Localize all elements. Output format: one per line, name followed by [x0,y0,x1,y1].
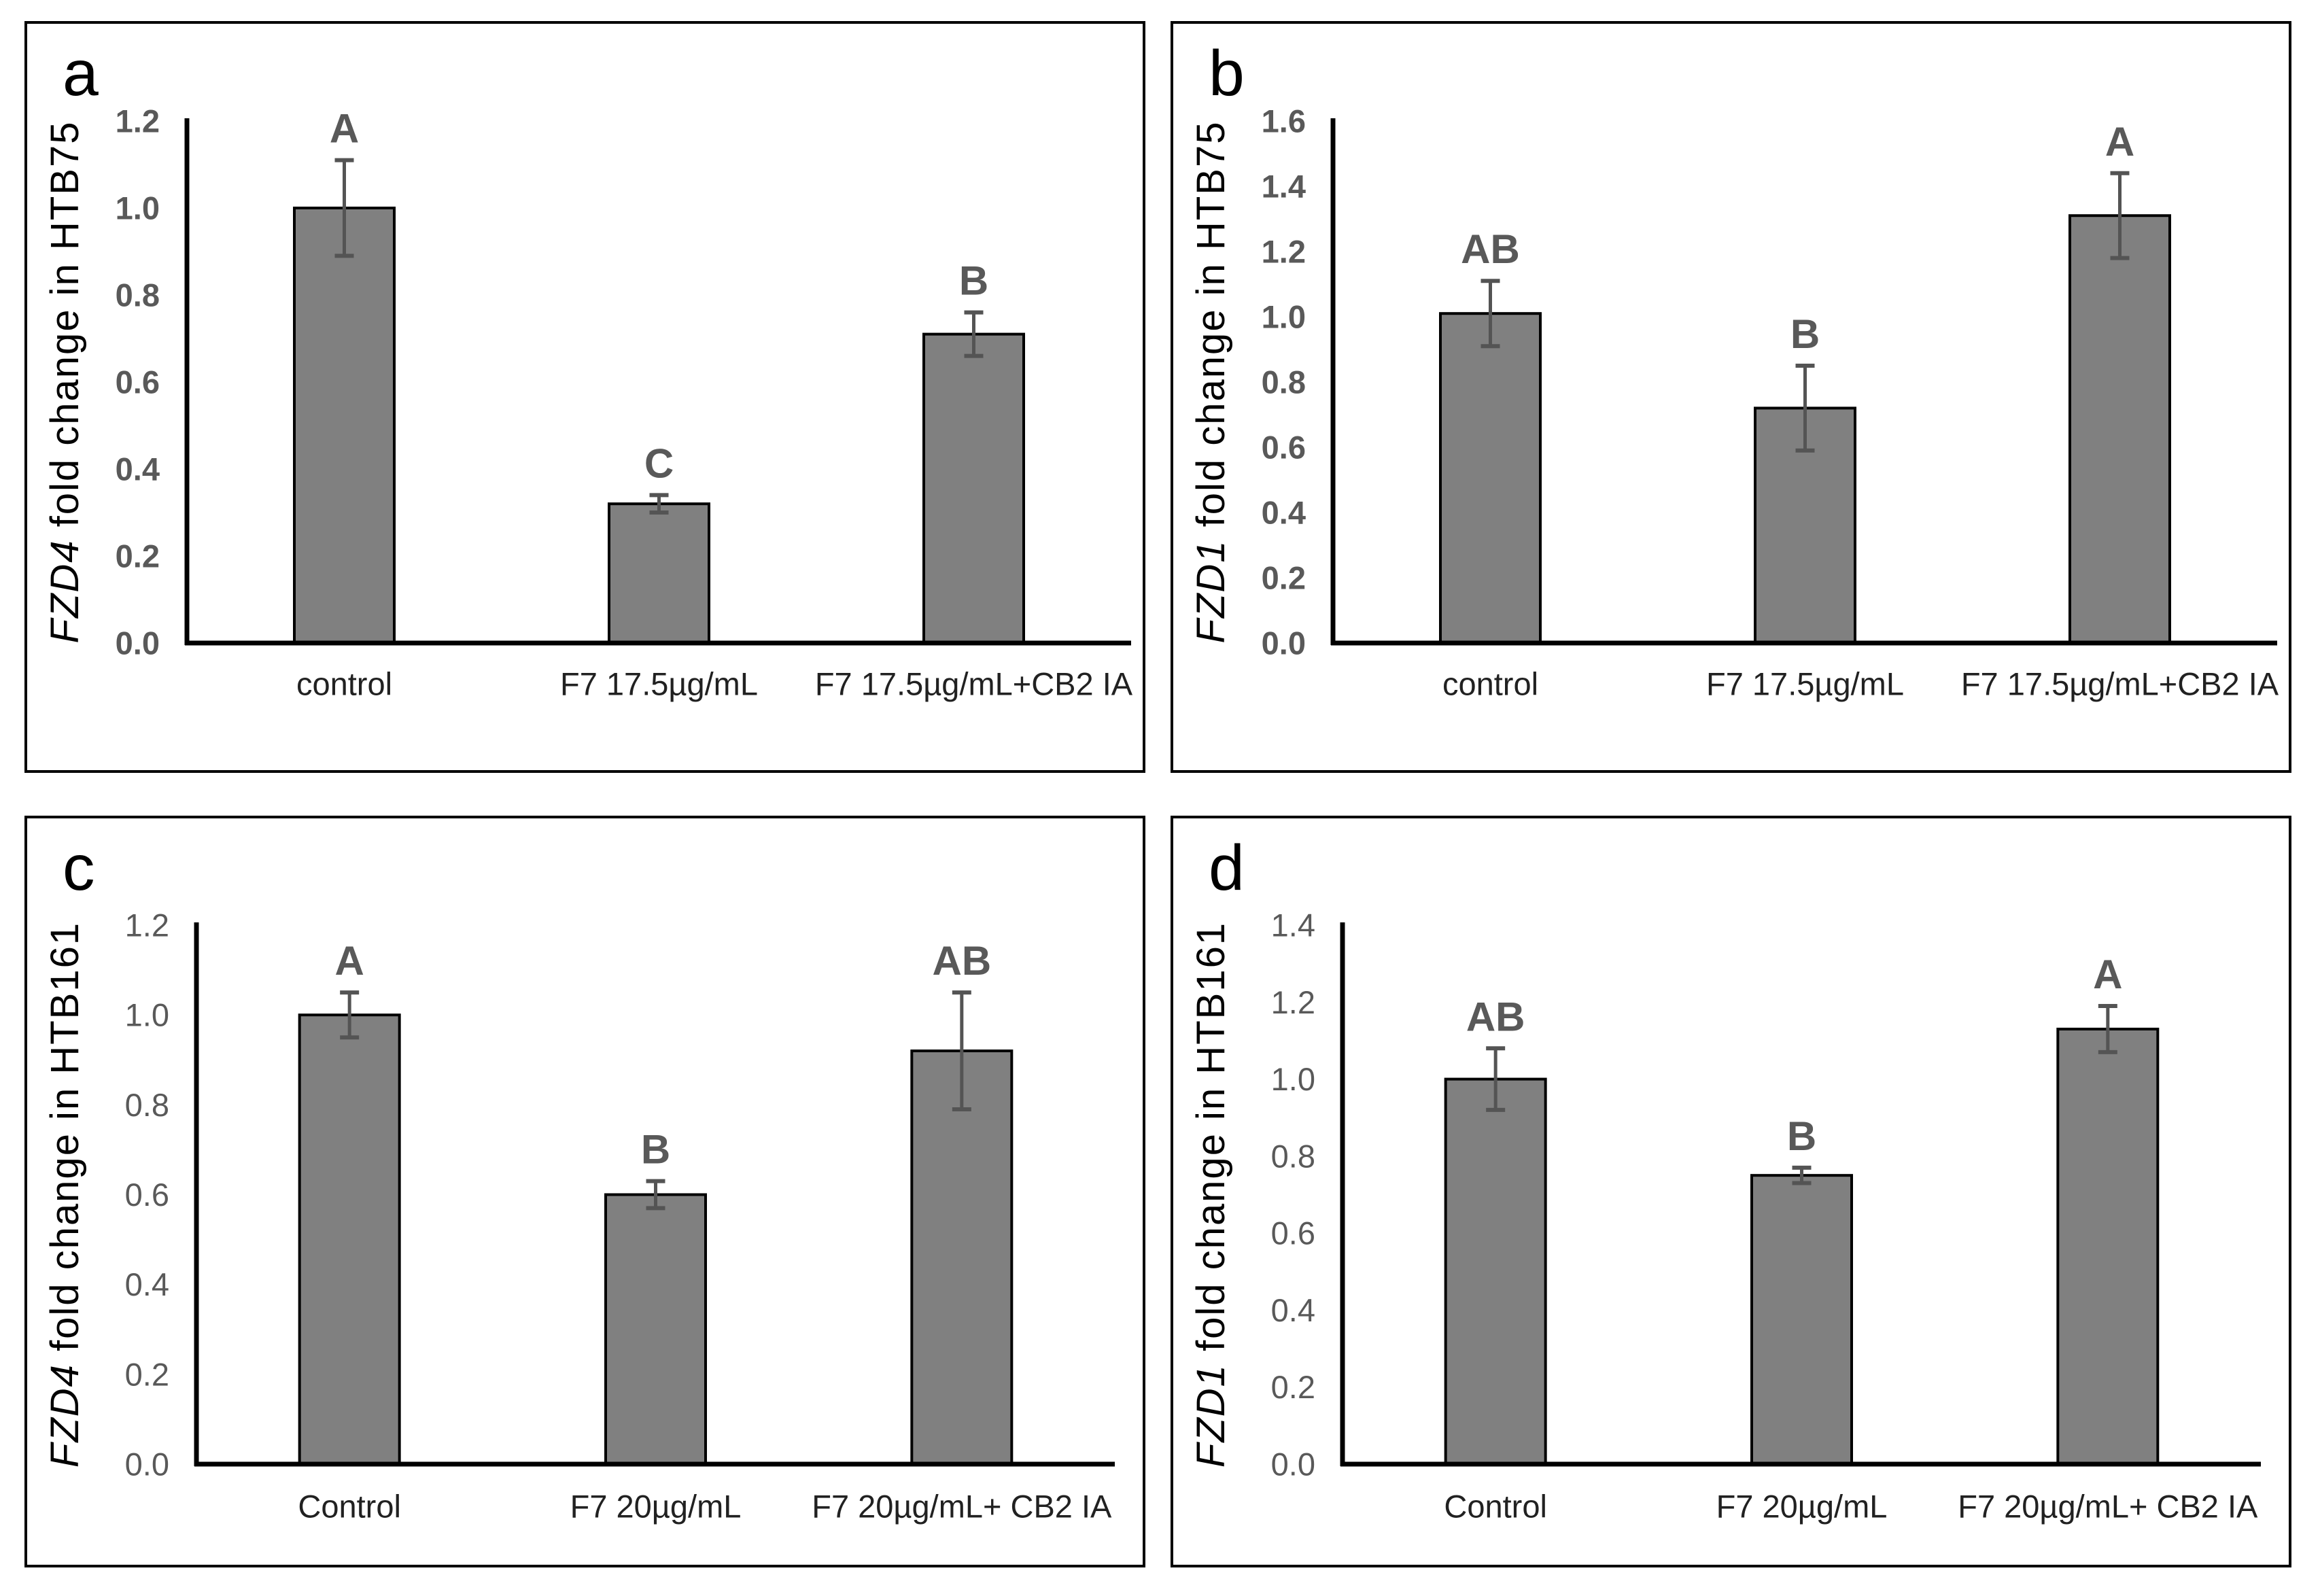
sig-letter-2: A [2093,952,2122,997]
y-tick-label: 0.8 [1262,364,1306,400]
x-category-label-2: F7 17.5µg/mL+CB2 IA [815,666,1133,702]
sig-letter-0: A [330,106,359,152]
bar-0 [298,1013,401,1465]
panel-a: a FZD4 fold change in HTB75 0.0 0.2 0.4 0.6 0… [24,21,1145,773]
bar-2 [2056,1027,2160,1465]
y-tick-label: 0.6 [125,1177,169,1213]
y-axis-title: FZD1 fold change in HTB75 [1189,121,1233,644]
x-category-label-2: F7 20µg/mL+ CB2 IA [1958,1489,2258,1525]
y-tick-label: 0.0 [1262,625,1306,661]
y-axis-title: FZD4 fold change in HTB75 [43,121,87,644]
y-tick-label: 1.6 [1262,103,1306,139]
y-tick-label: 0.4 [116,451,160,487]
sig-letter-2: A [2105,119,2134,164]
y-tick-label: 1.2 [116,103,160,139]
y-tick-label: 0.4 [125,1266,169,1302]
y-tick-label: 0.0 [125,1446,169,1482]
y-tick-label: 1.4 [1271,907,1315,943]
y-tick-label: 0.2 [125,1356,169,1392]
panel-letter-d: d [1209,832,1245,904]
y-tick-label: 1.4 [1262,169,1306,205]
y-tick-label: 1.0 [125,997,169,1033]
y-tick-label: 0.8 [125,1087,169,1123]
sig-letter-2: B [959,258,988,304]
x-category-label-1: F7 17.5µg/mL [560,666,758,702]
y-tick-label: 0.2 [1271,1369,1315,1405]
bar-1 [604,1193,707,1465]
bar-2 [910,1049,1014,1465]
x-category-label-0: Control [1444,1489,1547,1525]
y-tick-label: 0.8 [1271,1138,1315,1174]
panel-letter-a: a [63,37,99,109]
panel-c: c FZD4 fold change in HTB161 0.0 0.2 0.4 0.6… [24,816,1145,1567]
bar-1 [1750,1174,1853,1466]
y-tick-label: 0.0 [1271,1446,1315,1482]
bar-0 [1444,1077,1547,1466]
y-tick-label: 0.6 [1271,1215,1315,1251]
y-tick-label: 1.2 [1271,984,1315,1020]
x-category-label-1: F7 20µg/mL [1716,1489,1888,1525]
panel-letter-b: b [1209,37,1245,109]
bar-chart-fzd4-htb75: FZD4 fold change in HTB75 0.0 0.2 0.4 0.6 0.8… [43,103,1133,702]
panel-b: b FZD1 fold change in HTB75 0.0 0.2 0.4 0.6 0… [1171,21,2291,773]
x-category-label-2: F7 17.5µg/mL+CB2 IA [1961,666,2279,702]
panel-d: d FZD1 fold change in HTB161 0.0 0.2 0.4 0.6… [1171,816,2291,1567]
bar-1 [608,502,710,645]
sig-letter-2: AB [932,938,991,984]
y-tick-label: 1.2 [1262,234,1306,270]
x-category-label-0: control [1442,666,1538,702]
y-tick-label: 1.0 [116,190,160,226]
sig-letter-1: B [1787,1113,1816,1159]
y-axis-title: FZD4 fold change in HTB161 [43,922,87,1468]
y-tick-label: 0.2 [1262,560,1306,596]
sig-letter-0: AB [1461,226,1520,272]
x-category-label-2: F7 20µg/mL+ CB2 IA [812,1489,1112,1525]
sig-letter-1: B [1790,311,1820,357]
bar-chart-fzd4-htb161: FZD4 fold change in HTB161 0.0 0.2 0.4 0.6 0.… [43,907,1115,1525]
bar-2 [2068,214,2171,644]
y-tick-label: 1.0 [1271,1061,1315,1097]
x-category-label-1: F7 20µg/mL [570,1489,742,1525]
x-category-label-0: control [296,666,392,702]
x-category-label-1: F7 17.5µg/mL [1706,666,1904,702]
sig-letter-0: AB [1466,994,1525,1039]
bar-2 [922,332,1025,644]
y-tick-label: 0.4 [1262,495,1306,531]
y-tick-label: 0.0 [116,625,160,661]
bar-chart-fzd1-htb75: FZD1 fold change in HTB75 0.0 0.2 0.4 0.6 0.8… [1189,103,2279,702]
sig-letter-1: B [641,1127,670,1173]
bar-0 [293,207,396,644]
y-tick-label: 0.6 [1262,430,1306,466]
sig-letter-1: C [644,440,674,486]
y-tick-label: 0.2 [116,538,160,574]
y-axis-title: FZD1 fold change in HTB161 [1189,922,1233,1468]
y-tick-label: 0.8 [116,277,160,313]
y-tick-label: 0.4 [1271,1292,1315,1328]
y-tick-label: 1.0 [1262,299,1306,335]
bar-chart-fzd1-htb161: FZD1 fold change in HTB161 0.0 0.2 0.4 0.6 0.… [1189,907,2261,1525]
bar-0 [1439,312,1542,644]
y-tick-label: 1.2 [125,907,169,943]
sig-letter-0: A [334,938,364,984]
y-tick-label: 0.6 [116,364,160,400]
panel-letter-c: c [63,832,95,904]
x-category-label-0: Control [298,1489,401,1525]
